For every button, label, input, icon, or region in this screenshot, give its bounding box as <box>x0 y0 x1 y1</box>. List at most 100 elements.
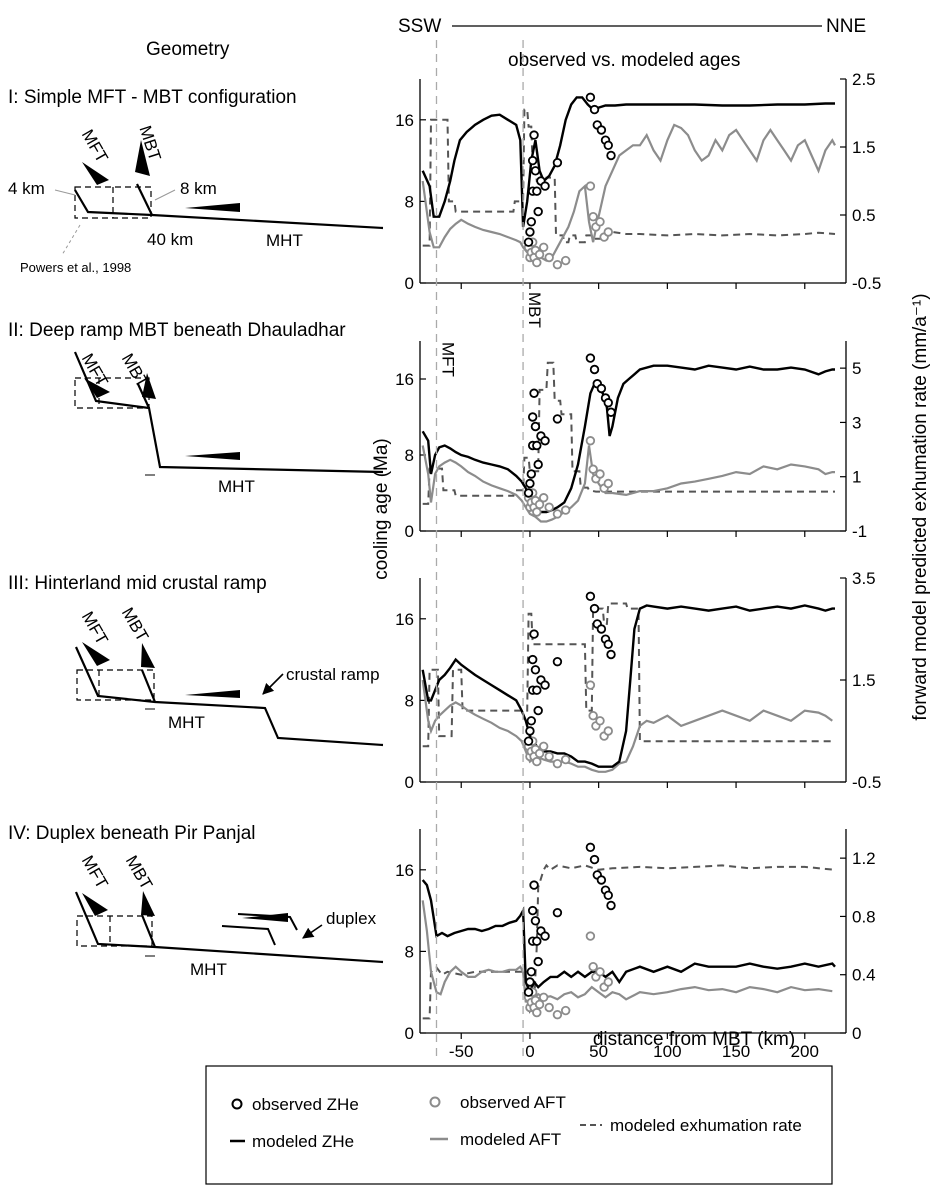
y-tick-label-1: 8 <box>405 192 414 211</box>
mbt-line-label: MBT <box>525 292 544 328</box>
ssw-label: SSW <box>398 16 441 37</box>
y-tick-label-1: 16 <box>395 111 414 130</box>
observed-aft-point-3 <box>603 726 613 736</box>
mht-label-1: MHT <box>266 231 303 250</box>
observed-zhe-point-2 <box>552 414 563 424</box>
nne-label: NNE <box>826 16 866 37</box>
modeled-aft-line-3 <box>421 679 833 773</box>
geometry-title-1: I: Simple MFT - MBT configuration <box>8 87 297 108</box>
duplex-label: duplex <box>326 909 377 928</box>
mft-label-3: MFT <box>78 608 112 648</box>
r-tick-label-3: 3.5 <box>852 569 876 588</box>
observed-aft-point-1 <box>560 255 571 266</box>
modeled-exhumation-line-1 <box>422 108 836 247</box>
modeled-zhe-line-1 <box>421 96 835 228</box>
x-tick-label: -50 <box>449 1042 474 1061</box>
observed-zhe-point-2 <box>525 478 535 489</box>
y-tick-label-3: 8 <box>405 691 414 710</box>
geometry-heading: Geometry <box>146 39 230 60</box>
observed-zhe-point-1 <box>540 181 550 191</box>
x-tick-label: 150 <box>722 1042 750 1061</box>
observed-zhe-point-2 <box>532 440 542 451</box>
observed-zhe-point-3 <box>533 705 543 716</box>
observed-zhe-point-2 <box>603 398 613 408</box>
observed-zhe-point-1 <box>530 166 541 176</box>
observed-zhe-point-3 <box>596 624 607 634</box>
mbt-label-4: MBT <box>122 852 156 893</box>
observed-aft-point-2 <box>532 507 542 517</box>
y-left-axis-title: cooling age (Ma) <box>371 438 392 580</box>
legend-frame <box>205 1065 833 1185</box>
observed-zhe-point-4 <box>527 905 538 916</box>
x-tick-label: 0 <box>525 1042 534 1061</box>
powers-reference: Powers et al., 1998 <box>20 260 131 275</box>
observed-aft-point-3 <box>552 758 563 769</box>
observed-zhe-point-1 <box>526 217 537 227</box>
observed-zhe-point-1 <box>533 206 543 217</box>
observed-aft-point-4 <box>538 992 549 1002</box>
geometry-sketch-2: MFT MBT MHT <box>73 350 384 496</box>
observed-zhe-point-4 <box>606 900 616 911</box>
y-tick-label-2: 0 <box>405 522 414 541</box>
observed-zhe-point-1 <box>529 130 539 140</box>
modeled-aft-line-2 <box>421 445 835 523</box>
observed-zhe-point-4 <box>526 967 537 977</box>
observed-aft-point-4 <box>585 931 596 941</box>
r-tick-label-1: 0.5 <box>852 206 876 225</box>
observed-aft-point-4 <box>552 1009 563 1020</box>
observed-zhe-point-1 <box>532 186 542 196</box>
observed-aft-point-2 <box>560 505 571 515</box>
legend-obs-zhe: observed ZHe <box>252 1095 359 1114</box>
observed-aft-point-3 <box>532 756 542 767</box>
observed-aft-point-2 <box>588 464 598 474</box>
observed-zhe-point-4 <box>533 956 543 967</box>
mft-label-4: MFT <box>78 852 112 892</box>
mft-line-label: MFT <box>438 342 457 377</box>
geometry-title-4: IV: Duplex beneath Pir Panjal <box>8 823 256 844</box>
x-tick-label: 100 <box>653 1042 681 1061</box>
observed-aft-point-1 <box>585 181 596 191</box>
observed-zhe-point-3 <box>532 685 542 695</box>
r-tick-label-2: 1 <box>852 468 861 487</box>
legend-obs-zhe-marker <box>231 1098 243 1110</box>
observed-aft-point-1 <box>534 249 545 260</box>
observed-zhe-point-1 <box>589 104 600 115</box>
r-tick-label-4: 0.8 <box>852 907 876 926</box>
observed-aft-point-2 <box>585 436 596 446</box>
chart-area: 0816-0.50.51.52.50816-11350816-0.51.53.5… <box>395 40 881 1061</box>
observed-zhe-point-1 <box>552 157 563 168</box>
observed-aft-point-1 <box>588 211 598 222</box>
r-tick-label-1: 1.5 <box>852 138 876 157</box>
observed-aft-point-4 <box>560 1005 571 1016</box>
y-tick-label-4: 8 <box>405 942 414 961</box>
mht-label-2: MHT <box>218 477 255 496</box>
observed-zhe-point-4 <box>530 916 541 926</box>
legend-obs-aft-marker <box>429 1096 441 1108</box>
observed-aft-point-2 <box>603 478 613 489</box>
observed-zhe-point-1 <box>596 125 607 135</box>
observed-zhe-point-4 <box>585 842 596 853</box>
legend-mod-aft: modeled AFT <box>460 1130 561 1149</box>
modeled-exhumation-line-3 <box>422 602 835 748</box>
geometry-title-3: III: Hinterland mid crustal ramp <box>8 573 267 594</box>
mbt-label-3: MBT <box>118 604 152 645</box>
observed-zhe-point-3 <box>525 726 535 736</box>
observed-zhe-point-4 <box>523 987 534 997</box>
observed-zhe-point-3 <box>606 649 616 660</box>
modeled-aft-line-4 <box>421 900 833 1003</box>
observed-zhe-point-2 <box>596 383 607 394</box>
r-tick-label-1: -0.5 <box>852 274 881 293</box>
observed-aft-point-3 <box>560 754 571 765</box>
observed-aft-point-1 <box>544 252 554 263</box>
r-tick-label-3: 1.5 <box>852 671 876 690</box>
depth-8km: 8 km <box>180 179 217 198</box>
y-tick-label-2: 8 <box>405 446 414 465</box>
observed-zhe-point-2 <box>540 436 550 446</box>
r-tick-label-2: -1 <box>852 522 867 541</box>
observed-zhe-point-3 <box>523 736 534 746</box>
observed-zhe-point-2 <box>585 353 596 363</box>
mft-label-1: MFT <box>78 126 112 166</box>
y-tick-label-4: 16 <box>395 861 414 880</box>
observed-zhe-point-4 <box>596 875 607 885</box>
